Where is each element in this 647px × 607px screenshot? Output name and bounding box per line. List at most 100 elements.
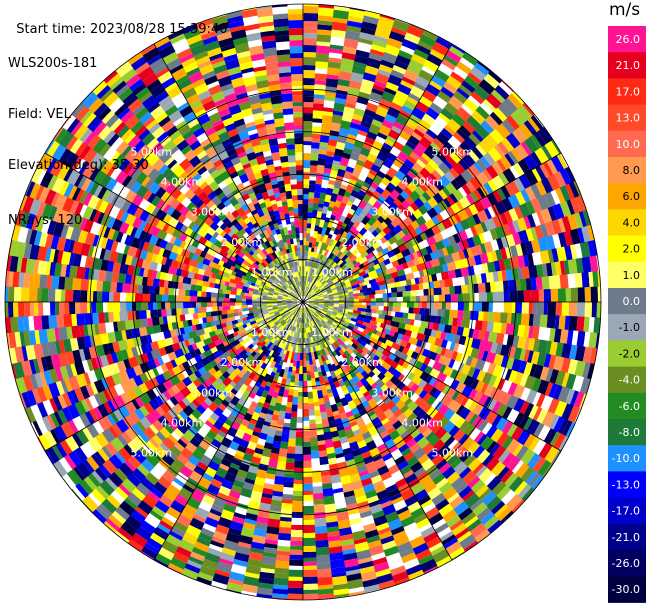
velocity-gate xyxy=(517,324,525,338)
velocity-gate xyxy=(486,292,493,303)
velocity-gate xyxy=(402,208,412,218)
velocity-gate xyxy=(454,174,468,188)
velocity-gate xyxy=(358,256,368,265)
velocity-gate xyxy=(440,228,451,240)
velocity-gate xyxy=(344,267,352,275)
velocity-gate xyxy=(565,422,576,438)
velocity-gates xyxy=(4,3,602,601)
velocity-gate xyxy=(394,321,400,328)
velocity-gate xyxy=(523,216,532,230)
velocity-gate xyxy=(273,475,285,485)
velocity-gate xyxy=(98,269,107,282)
velocity-gate xyxy=(200,301,208,308)
velocity-gate xyxy=(310,450,320,459)
velocity-gate xyxy=(358,37,374,46)
velocity-gate xyxy=(308,303,314,305)
velocity-gate xyxy=(489,111,504,126)
velocity-gate xyxy=(391,369,402,379)
velocity-gate xyxy=(359,32,375,42)
velocity-gate xyxy=(312,482,323,487)
velocity-gate xyxy=(306,287,310,292)
velocity-gate xyxy=(388,297,398,303)
velocity-gate xyxy=(425,245,433,255)
velocity-gate xyxy=(318,298,324,301)
velocity-gate xyxy=(515,445,529,461)
velocity-gate xyxy=(445,182,457,195)
velocity-gate xyxy=(402,233,413,244)
velocity-gate xyxy=(483,208,493,220)
velocity-gate xyxy=(349,151,360,162)
velocity-gate xyxy=(347,311,353,316)
velocity-gate xyxy=(319,254,324,260)
velocity-gate xyxy=(463,98,479,113)
velocity-gate xyxy=(363,108,377,119)
velocity-gate xyxy=(338,329,345,335)
velocity-gate xyxy=(516,217,528,232)
velocity-gate xyxy=(339,318,345,323)
velocity-gate xyxy=(587,240,598,258)
velocity-gate xyxy=(483,152,496,166)
velocity-gate xyxy=(415,44,432,56)
velocity-gate xyxy=(435,131,450,146)
velocity-gate xyxy=(380,188,392,200)
velocity-gate xyxy=(478,330,486,341)
velocity-gate xyxy=(486,440,498,454)
velocity-gate xyxy=(344,141,355,150)
velocity-gate xyxy=(452,233,461,244)
velocity-gate xyxy=(366,305,371,310)
velocity-gate xyxy=(328,297,334,300)
velocity-gate xyxy=(403,267,413,275)
velocity-gate xyxy=(532,439,547,456)
velocity-gate xyxy=(424,342,432,351)
velocity-gate xyxy=(538,289,545,303)
velocity-gate xyxy=(309,302,314,304)
velocity-gate xyxy=(382,142,393,151)
velocity-gate xyxy=(194,307,199,314)
velocity-gate xyxy=(305,251,309,257)
velocity-gate xyxy=(536,264,544,278)
velocity-gate xyxy=(479,243,487,255)
velocity-gate xyxy=(406,302,414,308)
velocity-gate xyxy=(492,376,502,389)
velocity-gate xyxy=(332,292,339,296)
velocity-gate xyxy=(345,166,355,174)
velocity-gate xyxy=(457,230,469,242)
velocity-gate xyxy=(476,158,488,172)
velocity-gate xyxy=(374,350,384,359)
velocity-gate xyxy=(313,517,327,527)
velocity-gate xyxy=(553,433,566,450)
velocity-gate xyxy=(355,322,361,328)
velocity-gate xyxy=(127,310,136,321)
velocity-gate xyxy=(294,453,303,462)
velocity-gate xyxy=(322,221,329,229)
velocity-gate xyxy=(304,291,306,297)
velocity-gate xyxy=(320,279,325,284)
velocity-gate xyxy=(303,203,309,213)
velocity-gate xyxy=(410,290,418,297)
velocity-gate xyxy=(402,262,409,270)
velocity-gate xyxy=(366,350,376,359)
velocity-gate xyxy=(458,158,470,171)
velocity-gate xyxy=(392,157,405,169)
velocity-gate xyxy=(570,287,578,303)
velocity-gate xyxy=(417,302,422,309)
velocity-gate xyxy=(308,299,314,302)
velocity-gate xyxy=(450,302,459,311)
velocity-gate xyxy=(252,299,258,302)
velocity-gate xyxy=(371,200,382,212)
velocity-gate xyxy=(468,319,476,330)
velocity-gate xyxy=(431,154,444,167)
velocity-gate xyxy=(356,242,366,252)
velocity-gate xyxy=(322,487,334,497)
velocity-gate xyxy=(327,206,334,212)
velocity-gate xyxy=(487,311,494,323)
velocity-gate xyxy=(368,261,376,269)
velocity-gate xyxy=(426,235,437,247)
velocity-gate xyxy=(492,322,502,334)
velocity-gate xyxy=(309,423,317,432)
velocity-gate xyxy=(542,463,553,478)
velocity-gate xyxy=(448,167,460,179)
velocity-gate xyxy=(448,95,464,111)
velocity-gate xyxy=(403,186,413,197)
velocity-gate xyxy=(394,233,402,241)
